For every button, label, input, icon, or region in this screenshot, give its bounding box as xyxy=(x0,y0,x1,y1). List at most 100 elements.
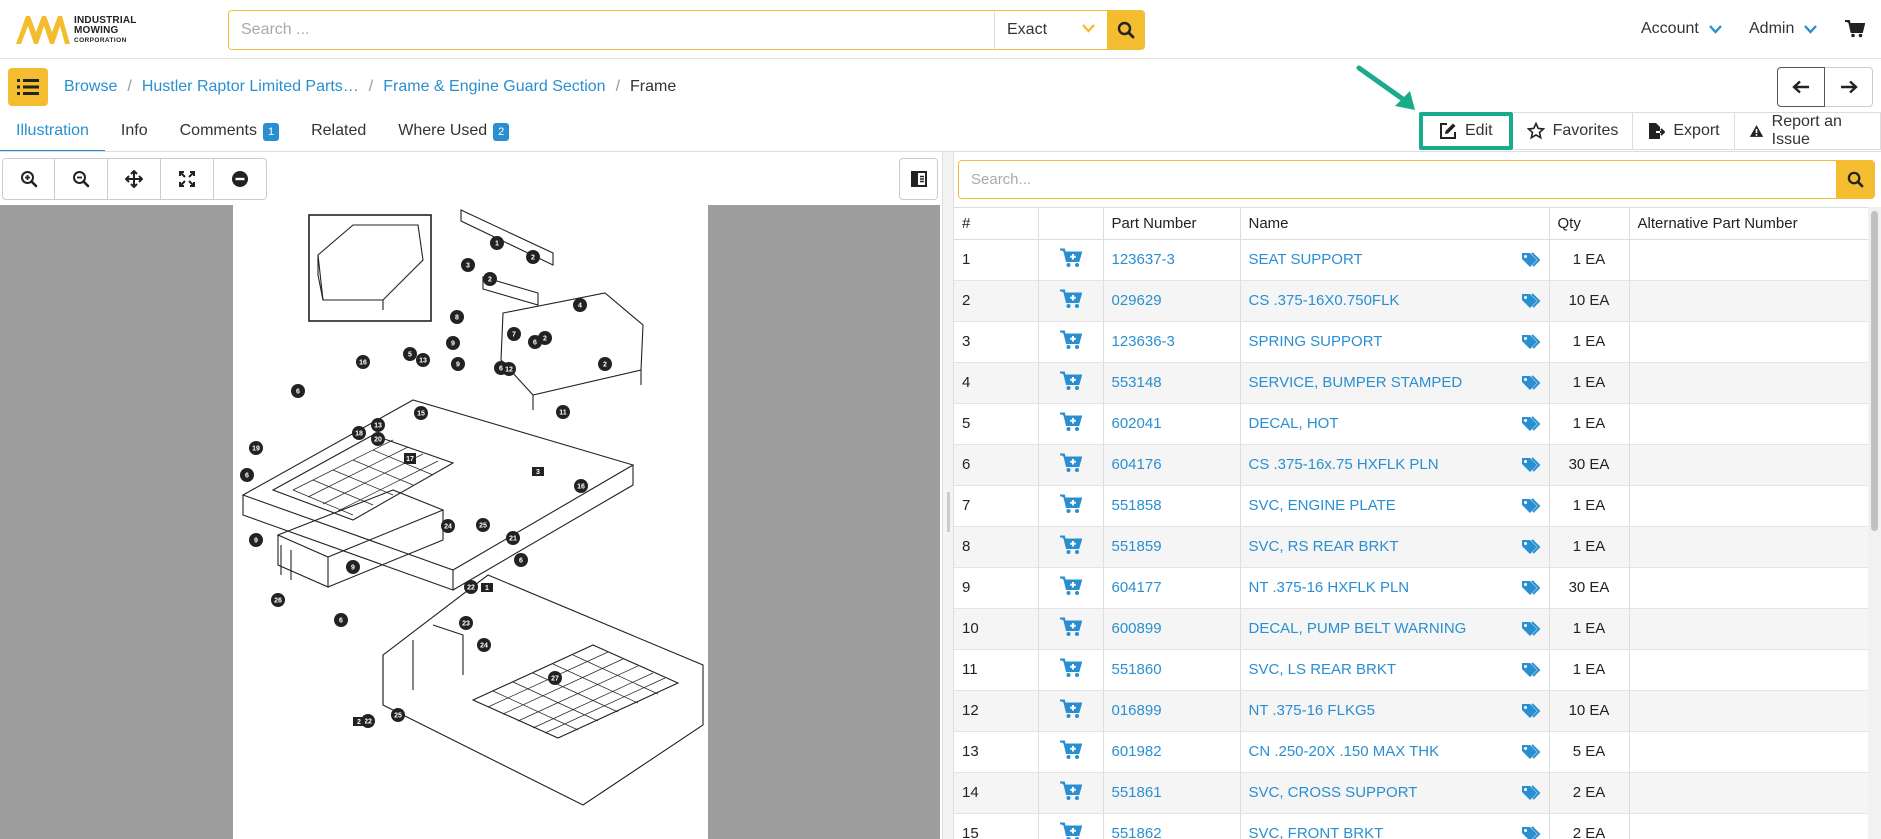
add-to-cart-button[interactable] xyxy=(1038,731,1104,773)
table-row[interactable]: 15 551862 SVC, FRONT BRKT 2 EA xyxy=(954,813,1868,839)
next-page-button[interactable] xyxy=(1825,67,1873,107)
part-number-link[interactable]: 551858 xyxy=(1103,485,1241,527)
add-to-cart-button[interactable] xyxy=(1038,567,1104,609)
tab-related[interactable]: Related xyxy=(295,112,382,152)
part-number-link[interactable]: 604176 xyxy=(1103,444,1241,486)
part-name[interactable]: NT .375-16 HXFLK PLN xyxy=(1248,579,1410,596)
part-number-link[interactable]: 123636-3 xyxy=(1103,321,1241,363)
part-name-cell[interactable]: DECAL, PUMP BELT WARNING xyxy=(1240,608,1550,650)
tab-info[interactable]: Info xyxy=(105,112,164,152)
part-name[interactable]: NT .375-16 FLKG5 xyxy=(1248,702,1375,719)
part-number-link[interactable]: 029629 xyxy=(1103,280,1241,322)
shopping-cart-icon[interactable] xyxy=(1845,20,1865,38)
table-row[interactable]: 9 604177 NT .375-16 HXFLK PLN 30 EA xyxy=(954,567,1868,609)
part-name-cell[interactable]: SVC, CROSS SUPPORT xyxy=(1240,772,1550,814)
parts-search-button[interactable] xyxy=(1836,161,1874,198)
column-header-name[interactable]: Name xyxy=(1240,208,1550,240)
add-to-cart-button[interactable] xyxy=(1038,608,1104,650)
tab-illustration[interactable]: Illustration xyxy=(0,112,105,152)
part-number-link[interactable]: 551861 xyxy=(1103,772,1241,814)
add-to-cart-button[interactable] xyxy=(1038,526,1104,568)
part-number-link[interactable]: 602041 xyxy=(1103,403,1241,445)
add-to-cart-button[interactable] xyxy=(1038,403,1104,445)
admin-menu[interactable]: Admin xyxy=(1749,20,1818,38)
fit-screen-button[interactable] xyxy=(161,158,214,200)
zoom-in-button[interactable] xyxy=(2,158,55,200)
part-name[interactable]: SVC, ENGINE PLATE xyxy=(1248,497,1396,514)
column-header-number[interactable]: # xyxy=(954,208,1039,240)
table-row[interactable]: 12 016899 NT .375-16 FLKG5 10 EA xyxy=(954,690,1868,732)
parts-table-scrollbar[interactable] xyxy=(1868,207,1881,839)
part-number-link[interactable]: 604177 xyxy=(1103,567,1241,609)
part-name[interactable]: SVC, LS REAR BRKT xyxy=(1248,661,1397,678)
match-mode-select[interactable]: Exact xyxy=(994,11,1107,49)
toggle-split-view-button[interactable] xyxy=(899,158,938,200)
part-number-link[interactable]: 551860 xyxy=(1103,649,1241,691)
global-search-button[interactable] xyxy=(1107,11,1144,49)
part-name-cell[interactable]: DECAL, HOT xyxy=(1240,403,1550,445)
edit-button[interactable]: Edit xyxy=(1419,112,1513,150)
table-row[interactable]: 7 551858 SVC, ENGINE PLATE 1 EA xyxy=(954,485,1868,527)
part-name-cell[interactable]: SPRING SUPPORT xyxy=(1240,321,1550,363)
table-row[interactable]: 11 551860 SVC, LS REAR BRKT 1 EA xyxy=(954,649,1868,691)
column-header-alternative-part-number[interactable]: Alternative Part Number xyxy=(1629,208,1868,240)
add-to-cart-button[interactable] xyxy=(1038,690,1104,732)
part-name[interactable]: SVC, CROSS SUPPORT xyxy=(1248,784,1418,801)
part-number-link[interactable]: 600899 xyxy=(1103,608,1241,650)
add-to-cart-button[interactable] xyxy=(1038,362,1104,404)
scrollbar-thumb[interactable] xyxy=(1871,211,1878,531)
part-name-cell[interactable]: SVC, ENGINE PLATE xyxy=(1240,485,1550,527)
part-name[interactable]: SEAT SUPPORT xyxy=(1248,251,1363,268)
menu-toggle-button[interactable] xyxy=(8,68,48,106)
export-button[interactable]: Export xyxy=(1633,112,1735,150)
part-name[interactable]: SPRING SUPPORT xyxy=(1248,333,1383,350)
reset-view-button[interactable] xyxy=(214,158,267,200)
part-number-link[interactable]: 551862 xyxy=(1103,813,1241,839)
panel-resize-handle[interactable] xyxy=(942,152,954,839)
global-search-input[interactable] xyxy=(229,11,994,49)
part-number-link[interactable]: 123637-3 xyxy=(1103,239,1241,281)
tab-where-used[interactable]: Where Used 2 xyxy=(382,112,525,152)
table-row[interactable]: 13 601982 CN .250-20X .150 MAX THK 5 EA xyxy=(954,731,1868,773)
add-to-cart-button[interactable] xyxy=(1038,239,1104,281)
part-name-cell[interactable]: SVC, LS REAR BRKT xyxy=(1240,649,1550,691)
part-name[interactable]: CS .375-16x.75 HXFLK PLN xyxy=(1248,456,1439,473)
add-to-cart-button[interactable] xyxy=(1038,772,1104,814)
part-name-cell[interactable]: SEAT SUPPORT xyxy=(1240,239,1550,281)
breadcrumb-browse[interactable]: Browse xyxy=(64,78,118,95)
part-name[interactable]: SERVICE, BUMPER STAMPED xyxy=(1248,374,1463,391)
report-issue-button[interactable]: Report an Issue xyxy=(1734,112,1881,150)
favorites-button[interactable]: Favorites xyxy=(1512,112,1634,150)
table-row[interactable]: 10 600899 DECAL, PUMP BELT WARNING 1 EA xyxy=(954,608,1868,650)
table-row[interactable]: 5 602041 DECAL, HOT 1 EA xyxy=(954,403,1868,445)
part-number-link[interactable]: 016899 xyxy=(1103,690,1241,732)
table-row[interactable]: 8 551859 SVC, RS REAR BRKT 1 EA xyxy=(954,526,1868,568)
part-name-cell[interactable]: NT .375-16 FLKG5 xyxy=(1240,690,1550,732)
tab-comments[interactable]: Comments 1 xyxy=(164,112,295,152)
part-name[interactable]: SVC, FRONT BRKT xyxy=(1248,825,1384,839)
table-row[interactable]: 14 551861 SVC, CROSS SUPPORT 2 EA xyxy=(954,772,1868,814)
zoom-out-button[interactable] xyxy=(55,158,108,200)
table-row[interactable]: 6 604176 CS .375-16x.75 HXFLK PLN 30 EA xyxy=(954,444,1868,486)
add-to-cart-button[interactable] xyxy=(1038,485,1104,527)
previous-page-button[interactable] xyxy=(1777,67,1825,107)
pan-button[interactable] xyxy=(108,158,161,200)
part-name-cell[interactable]: CS .375-16X0.750FLK xyxy=(1240,280,1550,322)
part-name[interactable]: DECAL, PUMP BELT WARNING xyxy=(1248,620,1467,637)
account-menu[interactable]: Account xyxy=(1641,20,1722,38)
part-name[interactable]: DECAL, HOT xyxy=(1248,415,1339,432)
table-row[interactable]: 3 123636-3 SPRING SUPPORT 1 EA xyxy=(954,321,1868,363)
part-number-link[interactable]: 551859 xyxy=(1103,526,1241,568)
part-name-cell[interactable]: NT .375-16 HXFLK PLN xyxy=(1240,567,1550,609)
breadcrumb-section[interactable]: Frame & Engine Guard Section xyxy=(383,78,606,95)
column-header-part-number[interactable]: Part Number xyxy=(1103,208,1241,240)
parts-search-input[interactable] xyxy=(959,161,1836,198)
breadcrumb-model[interactable]: Hustler Raptor Limited Parts… xyxy=(141,78,359,95)
part-name-cell[interactable]: SVC, FRONT BRKT xyxy=(1240,813,1550,839)
brand-logo[interactable]: INDUSTRIAL MOWING CORPORATION xyxy=(14,12,154,48)
add-to-cart-button[interactable] xyxy=(1038,649,1104,691)
table-row[interactable]: 4 553148 SERVICE, BUMPER STAMPED 1 EA xyxy=(954,362,1868,404)
add-to-cart-button[interactable] xyxy=(1038,321,1104,363)
column-header-qty[interactable]: Qty xyxy=(1549,208,1630,240)
